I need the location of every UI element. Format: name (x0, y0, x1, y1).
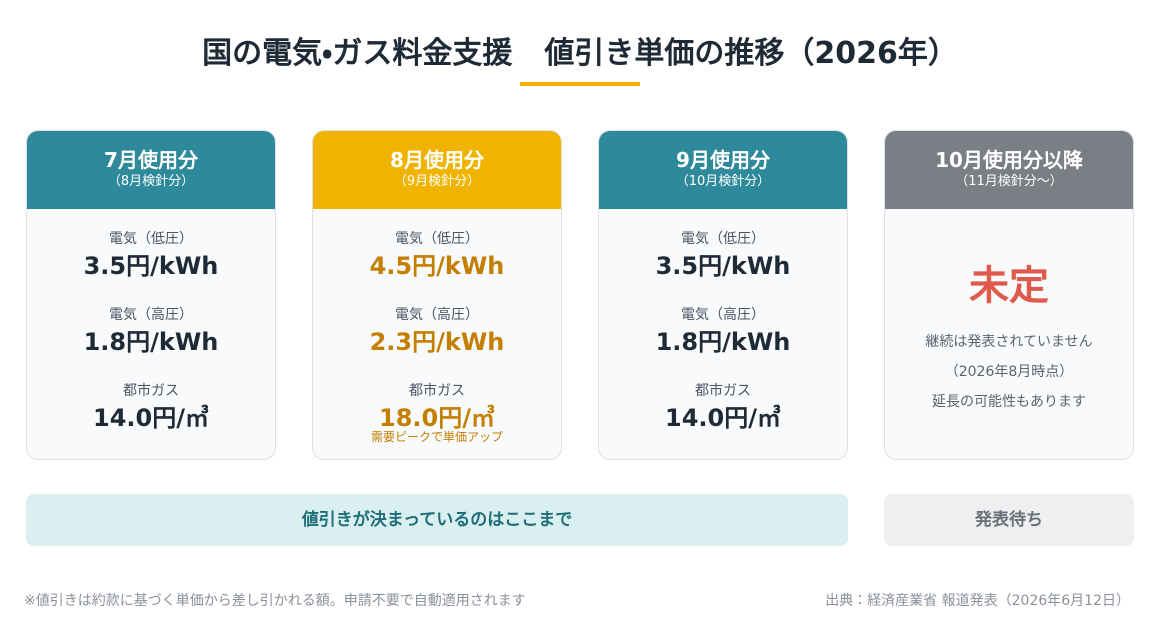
card: 8月使用分 （9月検針分） 電気（低圧） 4.5円/kWh 電気（高圧） 2.3円/kWh… (312, 130, 562, 460)
status-note: 延長の可能性もあります (932, 394, 1086, 410)
card-header: 8月使用分 （9月検針分） (313, 131, 561, 209)
pending-band: 発表待ち (884, 494, 1134, 546)
price-note: 需要ピークで単価アップ (370, 430, 503, 444)
price-item: 電気（高圧） 1.8円/kWh (599, 306, 847, 360)
card-reading: （8月検針分） (107, 174, 195, 189)
price-label: 都市ガス (123, 383, 179, 399)
decided-band: 値引きが決まっているのはここまで (26, 494, 848, 546)
title-sub: 値引き単価の推移（2026年） (544, 36, 958, 71)
price-item: 都市ガス 14.0円/㎥ (599, 382, 847, 436)
card-header: 9月使用分 （10月検針分） (599, 131, 847, 209)
price-value: 14.0円/㎥ (93, 404, 209, 432)
title: 国の電気・ガス料金支援 値引き単価の推移（2026年） (0, 28, 1160, 72)
price-label: 電気（低圧） (395, 231, 479, 247)
price-label: 都市ガス (409, 383, 465, 399)
price-item: 電気（高圧） 2.3円/kWh (313, 306, 561, 360)
price-item: 都市ガス 14.0円/㎥ (27, 382, 275, 436)
card-month: 8月使用分 (390, 148, 484, 172)
status: 未定 (969, 263, 1049, 309)
card: 9月使用分 （10月検針分） 電気（低圧） 3.5円/kWh 電気（高圧） 1.8円/kW… (598, 130, 848, 460)
card-reading: （9月検針分） (393, 174, 481, 189)
card-header: 10月使用分以降 （11月検針分〜） (885, 131, 1133, 209)
status-note: 継続は発表されていません (925, 334, 1093, 350)
price-value: 3.5円/kWh (83, 252, 219, 280)
price-value: 18.0円/㎥ (379, 404, 495, 432)
card-month: 9月使用分 (676, 148, 770, 172)
status-note: （2026年8月時点） (944, 364, 1074, 380)
title-underline (520, 82, 640, 86)
price-label: 電気（低圧） (109, 231, 193, 247)
card-month: 7月使用分 (104, 148, 198, 172)
price-value: 4.5円/kWh (369, 252, 505, 280)
price-label: 電気（高圧） (395, 307, 479, 323)
card-header: 7月使用分 （8月検針分） (27, 131, 275, 209)
price-value: 3.5円/kWh (655, 252, 791, 280)
card-reading: （11月検針分〜） (955, 174, 1063, 189)
card: 7月使用分 （8月検針分） 電気（低圧） 3.5円/kWh 電気（高圧） 1.8円/kWh… (26, 130, 276, 460)
price-item: 電気（低圧） 3.5円/kWh (27, 230, 275, 284)
source: 出典：経済産業省 報道発表（2026年6月12日） (825, 593, 1130, 609)
price-label: 電気（高圧） (109, 307, 193, 323)
price-item: 電気（高圧） 1.8円/kWh (27, 306, 275, 360)
price-label: 電気（高圧） (681, 307, 765, 323)
footnote: ※値引きは約款に基づく単価から差し引かれる額。申請不要で自動適用されます (24, 593, 526, 609)
price-item: 電気（低圧） 3.5円/kWh (599, 230, 847, 284)
card-month: 10月使用分以降 (935, 148, 1083, 172)
price-item: 都市ガス 18.0円/㎥ 需要ピークで単価アップ (313, 382, 561, 444)
card-reading: （10月検針分） (675, 174, 771, 189)
price-value: 1.8円/kWh (655, 328, 791, 356)
title-main: 国の電気・ガス料金支援 (202, 36, 513, 71)
price-label: 電気（低圧） (681, 231, 765, 247)
price-value: 2.3円/kWh (369, 328, 505, 356)
price-value: 14.0円/㎥ (665, 404, 781, 432)
price-item: 電気（低圧） 4.5円/kWh (313, 230, 561, 284)
price-label: 都市ガス (695, 383, 751, 399)
card: 10月使用分以降 （11月検針分〜） 未定継続は発表されていません （2026年8月時… (884, 130, 1134, 460)
price-value: 1.8円/kWh (83, 328, 219, 356)
